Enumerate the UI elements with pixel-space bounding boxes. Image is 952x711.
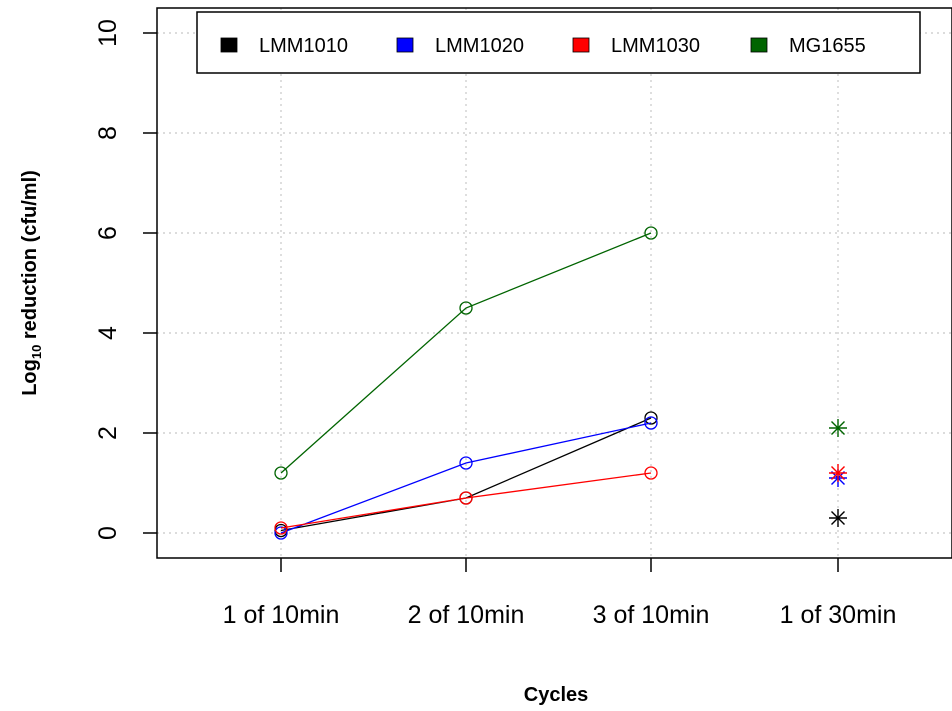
x-axis: 1 of 10min 2 of 10min 3 of 10min 1 of 30min xyxy=(223,558,897,629)
series-MG1655 xyxy=(274,226,847,480)
x-axis-title: Cycles xyxy=(524,684,589,706)
series-line xyxy=(280,472,652,529)
y-axis-title-main: Log xyxy=(19,359,41,396)
y-axis-title-rest: reduction (cfu/ml) xyxy=(19,170,41,344)
x-tick-label: 3 of 10min xyxy=(593,601,710,629)
legend-label-MG1655: MG1655 xyxy=(789,35,866,57)
y-axis-title: Log10 reduction (cfu/ml) xyxy=(19,170,44,396)
legend-label-LMM1030: LMM1030 xyxy=(611,35,700,57)
y-tick-label: 10 xyxy=(94,19,122,47)
series-point xyxy=(274,526,288,540)
star-stroke-d2 xyxy=(831,511,845,525)
series-point xyxy=(644,411,658,425)
legend-label-LMM1020: LMM1020 xyxy=(435,35,524,57)
y-axis: 0 2 4 6 8 10 xyxy=(94,19,157,540)
y-tick-label: 2 xyxy=(94,426,122,440)
series-LMM1020 xyxy=(274,416,847,540)
legend-swatch-LMM1030 xyxy=(572,37,590,53)
x-tick-label: 1 of 10min xyxy=(223,601,340,629)
series-point xyxy=(644,466,658,480)
series-line xyxy=(280,232,652,474)
y-tick-label: 4 xyxy=(94,326,122,340)
star-stroke-d2 xyxy=(831,466,845,480)
plot-frame xyxy=(156,7,952,559)
legend-swatch-LMM1020 xyxy=(396,37,414,53)
series-point xyxy=(644,226,658,240)
series-line xyxy=(280,422,652,534)
series-point xyxy=(459,491,473,505)
y-tick-label: 6 xyxy=(94,226,122,240)
x-tick-label: 2 of 10min xyxy=(408,601,525,629)
series-point xyxy=(459,456,473,470)
legend-box xyxy=(196,11,921,74)
legend-swatch-MG1655 xyxy=(750,37,768,53)
y-tick-label: 0 xyxy=(94,526,122,540)
series-star-point xyxy=(829,509,847,527)
star-stroke-d2 xyxy=(831,421,845,435)
x-tick-label: 1 of 30min xyxy=(780,601,897,629)
series-point xyxy=(459,301,473,315)
series-point xyxy=(644,416,658,430)
series-LMM1010 xyxy=(274,411,847,538)
legend-label-LMM1010: LMM1010 xyxy=(259,35,348,57)
legend-swatch-LMM1010 xyxy=(220,37,238,53)
series-layer xyxy=(274,226,847,540)
y-tick-label: 8 xyxy=(94,126,122,140)
series-point xyxy=(274,521,288,535)
series-point xyxy=(274,466,288,480)
series-LMM1030 xyxy=(274,464,847,535)
y-axis-title-sub: 10 xyxy=(29,345,44,359)
series-star-point xyxy=(829,419,847,437)
legend: LMM1010 LMM1020 LMM1030 MG1655 xyxy=(196,11,921,74)
series-star-point xyxy=(829,464,847,482)
